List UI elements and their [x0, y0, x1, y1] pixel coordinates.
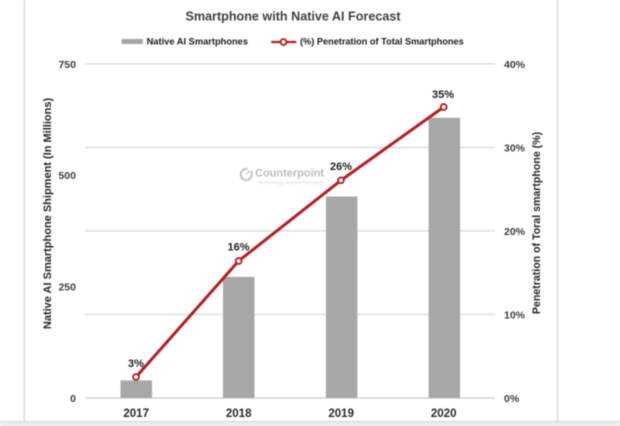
svg-text:Smartphone with Native AI Fore: Smartphone with Native AI Forecast — [185, 9, 401, 23]
svg-text:26%: 26% — [330, 161, 352, 173]
svg-text:10%: 10% — [504, 309, 526, 321]
svg-text:2019: 2019 — [328, 408, 354, 420]
svg-text:0: 0 — [70, 393, 76, 405]
svg-text:40%: 40% — [504, 59, 526, 71]
svg-text:Native AI Smartphones: Native AI Smartphones — [147, 37, 248, 47]
svg-text:2017: 2017 — [123, 408, 149, 420]
svg-text:Counterpoint: Counterpoint — [255, 168, 324, 180]
svg-text:16%: 16% — [227, 242, 249, 254]
svg-text:500: 500 — [58, 170, 76, 182]
svg-text:35%: 35% — [432, 89, 454, 101]
svg-text:250: 250 — [58, 282, 76, 294]
svg-text:2018: 2018 — [226, 408, 252, 420]
svg-text:2020: 2020 — [431, 408, 457, 420]
svg-text:30%: 30% — [504, 142, 526, 154]
svg-text:Native AI Smartphone Shipment: Native AI Smartphone Shipment (In Millio… — [42, 98, 54, 330]
svg-text:0%: 0% — [504, 393, 520, 405]
svg-text:(%) Penetration of Total Smart: (%) Penetration of Total Smartphones — [300, 37, 464, 47]
svg-text:750: 750 — [58, 59, 76, 71]
svg-text:20%: 20% — [504, 226, 526, 238]
svg-text:Technology Market Research: Technology Market Research — [258, 180, 324, 185]
svg-text:3%: 3% — [128, 358, 144, 370]
svg-text:Penetration of Toral smartphon: Penetration of Toral smartphone (%) — [531, 132, 543, 314]
